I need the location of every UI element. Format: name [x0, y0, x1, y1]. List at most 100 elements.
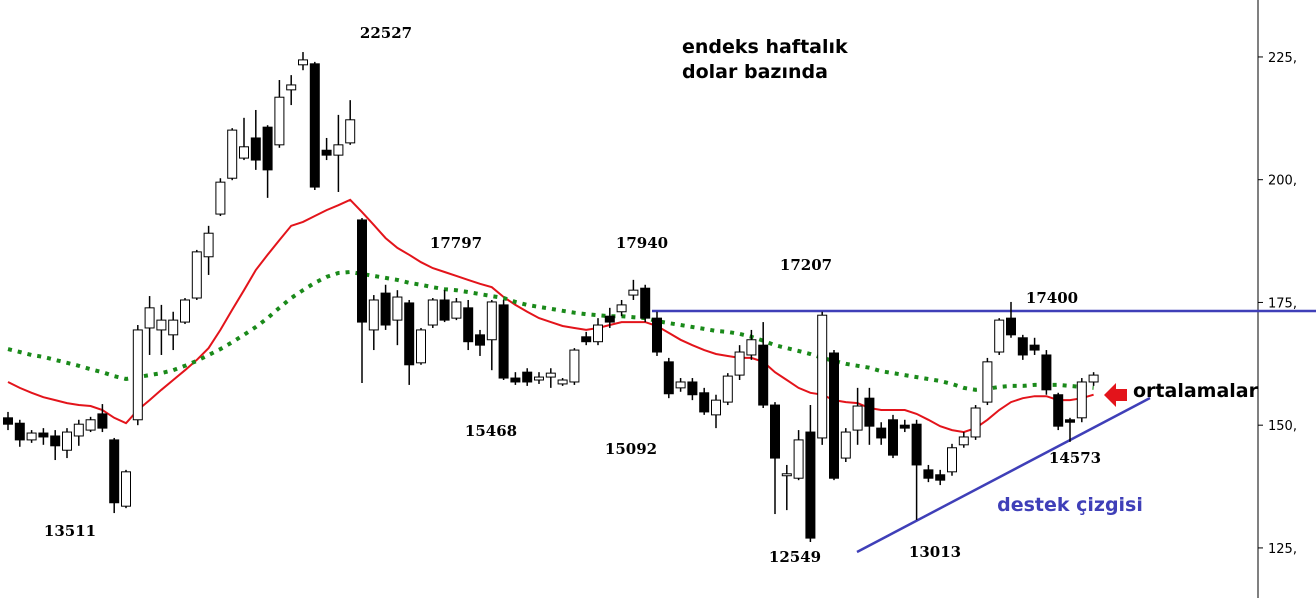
- candle-body: [982, 361, 993, 403]
- candle-body: [26, 432, 37, 441]
- candle-body: [14, 422, 25, 441]
- candle-body: [392, 296, 403, 321]
- candle-body: [781, 473, 792, 477]
- candle-body: [262, 126, 273, 171]
- annotation: 17797: [430, 234, 482, 252]
- candle-body: [1088, 374, 1099, 383]
- arrow: [1104, 383, 1127, 407]
- candle-body: [1006, 317, 1016, 336]
- y-tick-label: 175,: [1268, 296, 1297, 311]
- candle-body: [227, 129, 238, 179]
- y-tick-label: 225,: [1268, 51, 1297, 66]
- candle-body: [770, 404, 780, 459]
- candle-body: [581, 336, 592, 343]
- candle-body: [947, 447, 957, 473]
- candle-body: [994, 319, 1005, 353]
- y-tick-label: 200,: [1268, 174, 1297, 189]
- candle-body: [899, 424, 910, 429]
- candle-body: [711, 399, 721, 416]
- annotation: 12549: [769, 548, 821, 566]
- annotation: 22527: [360, 24, 412, 42]
- support-line: [856, 396, 1151, 554]
- y-tick-label: 150,: [1268, 419, 1297, 434]
- annotation: 13511: [44, 522, 96, 540]
- candle-body: [522, 371, 533, 383]
- candle-body: [3, 417, 13, 425]
- annotation: ortalamalar: [1133, 380, 1259, 402]
- candle-body: [463, 307, 474, 343]
- candle-body: [109, 439, 120, 504]
- candle-body: [85, 419, 96, 431]
- candle-body: [970, 407, 981, 438]
- candle-body: [746, 339, 757, 356]
- candle-body: [876, 427, 887, 439]
- candle-body: [156, 319, 167, 331]
- candle-body: [404, 302, 415, 366]
- moving-average-line: [7, 198, 1094, 434]
- candle-body: [132, 329, 143, 421]
- candle-body: [616, 304, 627, 313]
- candle-body: [675, 381, 686, 389]
- candle-body: [652, 317, 662, 353]
- annotation: 17207: [780, 256, 832, 274]
- candle-body: [368, 299, 379, 331]
- candle-body: [852, 405, 863, 431]
- annotation: 13013: [909, 543, 961, 561]
- annotation: 15092: [605, 440, 657, 458]
- annotation: 15468: [465, 422, 517, 440]
- annotation: 17400: [1026, 289, 1078, 307]
- candle-body: [805, 431, 816, 539]
- candle-body: [298, 59, 308, 66]
- annotation: 14573: [1049, 449, 1101, 467]
- candle-body: [911, 423, 922, 466]
- candle-body: [168, 319, 179, 336]
- candle-body: [817, 314, 828, 439]
- candle-body: [569, 349, 580, 383]
- candle-body: [121, 471, 131, 507]
- annotation: 17940: [616, 234, 668, 252]
- candle-body: [215, 181, 226, 215]
- candle-body: [380, 292, 391, 326]
- candle-body: [1017, 337, 1028, 356]
- candle-body: [345, 119, 356, 144]
- candle-body: [274, 96, 285, 146]
- candle-body: [829, 352, 839, 479]
- candle-body: [628, 289, 639, 296]
- candle-body: [191, 251, 202, 299]
- candle-body: [439, 299, 450, 321]
- candle-body: [286, 84, 297, 91]
- candle-body: [451, 301, 462, 319]
- candle-body: [333, 144, 344, 156]
- candle-body: [38, 432, 49, 438]
- candle-body: [758, 344, 769, 406]
- candle-body: [699, 392, 710, 413]
- annotation: destek çizgisi: [997, 494, 1143, 516]
- candle-body: [62, 431, 72, 451]
- candle-body: [1041, 354, 1052, 391]
- candle-body: [722, 375, 733, 403]
- candle-body: [73, 423, 84, 437]
- candle-body: [640, 287, 651, 319]
- candle-body: [1065, 419, 1075, 423]
- candle-body: [687, 381, 698, 396]
- candle-body: [923, 469, 934, 479]
- candle-body: [604, 315, 615, 323]
- candle-body: [734, 351, 745, 376]
- candle-body: [1029, 344, 1040, 351]
- candle-body: [180, 299, 190, 323]
- y-tick-label: 125,: [1268, 542, 1297, 557]
- candle-body: [486, 301, 497, 341]
- candle-body: [97, 413, 108, 429]
- candle-body: [793, 439, 804, 479]
- annotation: dolar bazında: [682, 61, 828, 83]
- candle-body: [357, 219, 367, 323]
- candle-body: [203, 232, 214, 258]
- candle-body: [498, 304, 509, 379]
- candle-body: [239, 146, 249, 159]
- candle-body: [50, 435, 61, 447]
- candle-body: [510, 377, 521, 383]
- candle-body: [1053, 394, 1064, 427]
- candle-body: [144, 307, 155, 329]
- candle-body: [864, 397, 875, 427]
